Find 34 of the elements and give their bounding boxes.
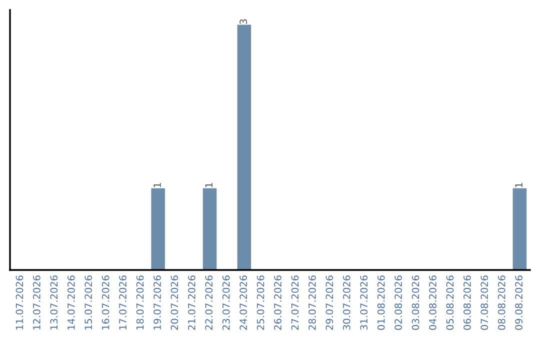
x-tick-label: 26.07.2026 (274, 275, 282, 330)
x-tick-label: 19.07.2026 (154, 275, 161, 330)
x-tick-label: 25.07.2026 (256, 275, 264, 330)
x-tick-label: 28.07.2026 (308, 275, 316, 330)
x-tick-label: 08.08.2026 (498, 275, 506, 330)
x-tick-label: 11.07.2026 (16, 275, 24, 330)
data-label: 1 (515, 182, 522, 188)
x-tick-label: 15.07.2026 (84, 275, 92, 330)
data-label: 3 (240, 19, 247, 24)
x-tick-label: 03.08.2026 (412, 275, 420, 330)
x-tick-label: 13.07.2026 (50, 275, 58, 330)
x-tick-label: 30.07.2026 (342, 275, 350, 330)
x-tick-label: 01.08.2026 (377, 275, 385, 330)
x-tick-label: 06.08.2026 (463, 275, 471, 330)
x-tick-label: 14.07.2026 (67, 275, 75, 330)
x-tick-label: 07.08.2026 (480, 275, 488, 330)
x-tick-label: 12.07.2026 (33, 275, 40, 330)
x-tick-label: 23.07.2026 (222, 275, 230, 330)
data-label: 1 (154, 182, 161, 188)
x-tick-label: 27.07.2026 (291, 275, 299, 330)
x-tick-label: 02.08.2026 (394, 275, 402, 330)
x-tick-label: 22.07.2026 (205, 275, 213, 330)
x-tick-label: 18.07.2026 (136, 275, 144, 330)
x-tick-label: 05.08.2026 (446, 275, 454, 330)
x-tick-label: 04.08.2026 (429, 275, 436, 330)
x-tick-label: 17.07.2026 (119, 275, 126, 330)
x-tick-label: 20.07.2026 (170, 275, 178, 330)
data-label: 1 (205, 182, 212, 188)
x-tick-label: 09.08.2026 (515, 275, 522, 330)
x-tick-label: 24.07.2026 (240, 275, 247, 330)
x-tick-label: 16.07.2026 (102, 275, 110, 330)
x-tick-label: 29.07.2026 (326, 275, 334, 330)
x-tick-label: 21.07.2026 (188, 275, 196, 330)
x-tick-label: 31.07.2026 (360, 275, 368, 330)
